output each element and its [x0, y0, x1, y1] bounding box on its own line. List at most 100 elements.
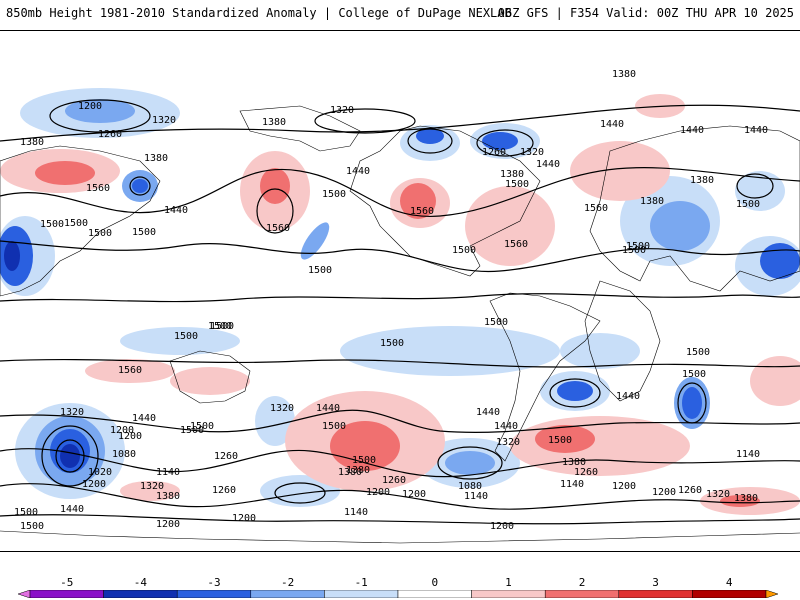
contour-label: 1440 — [536, 159, 560, 170]
contour-label: 1560 — [118, 365, 142, 376]
contour-label: 1080 — [112, 449, 136, 460]
contour-label: 1200 — [78, 101, 102, 112]
contour-label: 1440 — [744, 125, 768, 136]
contour-label: 1500 — [626, 241, 650, 252]
colorbar: -5-4-3-2-1012345 — [0, 572, 800, 598]
contour-label: 1380 — [734, 493, 758, 504]
contour-label: 1560 — [410, 206, 434, 217]
colorbar-segment — [618, 590, 693, 598]
map-panel: 1380 1200 1320 1260 1320 1380 1380 1260 … — [0, 30, 800, 552]
contour-label: 1500 — [40, 219, 64, 230]
anomaly-shading — [0, 88, 800, 507]
contour-label: 1140 — [344, 507, 368, 518]
contour-label: 1020 — [88, 467, 112, 478]
anomaly-map: 1380 1200 1320 1260 1320 1380 1380 1260 … — [0, 69, 800, 544]
contour-label: 1200 — [366, 487, 390, 498]
colorbar-segment — [544, 590, 620, 598]
contour-label: 1380 — [500, 169, 524, 180]
contour-label: 1440 — [164, 205, 188, 216]
contour-label: 1500 — [14, 507, 38, 518]
contour-label: 1500 — [132, 227, 156, 238]
contour-label: 1260 — [214, 451, 238, 462]
contour-label: 1500 — [682, 369, 706, 380]
contour-label: 1140 — [560, 479, 584, 490]
contour-label: 1500 — [180, 425, 204, 436]
contour-label: 1200 — [402, 489, 426, 500]
contour-label: 1320 — [140, 481, 164, 492]
colorbar-segment — [18, 590, 31, 598]
contour-label: 1140 — [464, 491, 488, 502]
contour-label: 1200 — [118, 431, 142, 442]
colorbar-tick-label: -3 — [207, 576, 221, 589]
contour-label: 1380 — [20, 137, 44, 148]
contour-label: 1200 — [612, 481, 636, 492]
colorbar-segment — [471, 590, 546, 598]
colorbar-tick-label: 3 — [652, 576, 659, 589]
contour-label: 1380 — [562, 457, 586, 468]
contour-label: 1500 — [622, 245, 646, 256]
contour-label: 1260 — [678, 485, 702, 496]
contour-labels: 1380 1200 1320 1260 1320 1380 1380 1260 … — [14, 69, 768, 532]
contour-label: 1380 — [156, 491, 180, 502]
colorbar-segment — [692, 590, 767, 598]
contour-label: 1320 — [706, 489, 730, 500]
contour-label: 1500 — [736, 199, 760, 210]
contour-label: 1440 — [600, 119, 624, 130]
contour-label: 1500 — [322, 421, 346, 432]
contour-label: 1380 — [346, 465, 370, 476]
contour-label: 1500 — [174, 331, 198, 342]
colorbar-tick-label: -2 — [280, 576, 295, 589]
contour-label: 1380 — [262, 117, 286, 128]
colorbar-tick-label: -1 — [354, 576, 368, 589]
colorbar-scale — [18, 590, 778, 598]
height-contours — [0, 99, 800, 525]
contour-label: 1500 — [352, 455, 376, 466]
contour-label: 1380 — [640, 196, 664, 207]
contour-label: 1200 — [232, 513, 256, 524]
contour-label: 1500 — [190, 421, 214, 432]
contour-label: 1500 — [484, 317, 508, 328]
colorbar-segment — [397, 590, 472, 598]
contour-label: 1500 — [64, 218, 88, 229]
colorbar-segment — [103, 590, 178, 598]
model-run-info: 06Z GFS | F354 Valid: 00Z THU APR 10 202… — [497, 6, 794, 20]
contour-label: 1200 — [110, 425, 134, 436]
contour-label: 1260 — [98, 129, 122, 140]
header: 850mb Height 1981-2010 Standardized Anom… — [0, 0, 800, 30]
contour-label: 1320 — [520, 147, 544, 158]
colorbar-tick-label: -5 — [60, 576, 74, 589]
contour-label: 1500 — [208, 321, 232, 332]
contour-label: 1500 — [505, 179, 529, 190]
contour-label: 1440 — [346, 166, 370, 177]
contour-label: 1440 — [680, 125, 704, 136]
colorbar-tick-label: 1 — [505, 576, 512, 589]
colorbar-tick-label: 4 — [725, 576, 733, 589]
contour-label: 1380 — [690, 175, 714, 186]
map-title: 850mb Height 1981-2010 Standardized Anom… — [6, 6, 512, 20]
colorbar-segment — [324, 590, 399, 598]
contour-label: 1260 — [482, 147, 506, 158]
colorbar-segment — [29, 590, 104, 598]
contour-label: 1500 — [452, 245, 476, 256]
contour-label: 1500 — [548, 435, 572, 446]
contour-label: 1560 — [504, 239, 528, 250]
contour-label: 1560 — [86, 183, 110, 194]
contour-label: 1440 — [476, 407, 500, 418]
contour-label: 1140 — [736, 449, 760, 460]
contour-label: 1200 — [490, 521, 514, 532]
contour-label: 1500 — [322, 189, 346, 200]
colorbar-segment — [250, 590, 325, 598]
contour-label: 1440 — [60, 504, 84, 515]
contour-label: 1200 — [156, 519, 180, 530]
contour-label: 1440 — [494, 421, 518, 432]
contour-label: 1500 — [308, 265, 332, 276]
contour-label: 1440 — [132, 413, 156, 424]
contour-label: 1500 — [380, 338, 404, 349]
contour-label: 1320 — [496, 437, 520, 448]
contour-label: 1560 — [584, 203, 608, 214]
colorbar-segment — [765, 590, 778, 598]
contour-label: 1320 — [152, 115, 176, 126]
contour-label: 1440 — [316, 403, 340, 414]
colorbar-segment — [176, 590, 252, 598]
contour-label: 1500 — [20, 521, 44, 532]
